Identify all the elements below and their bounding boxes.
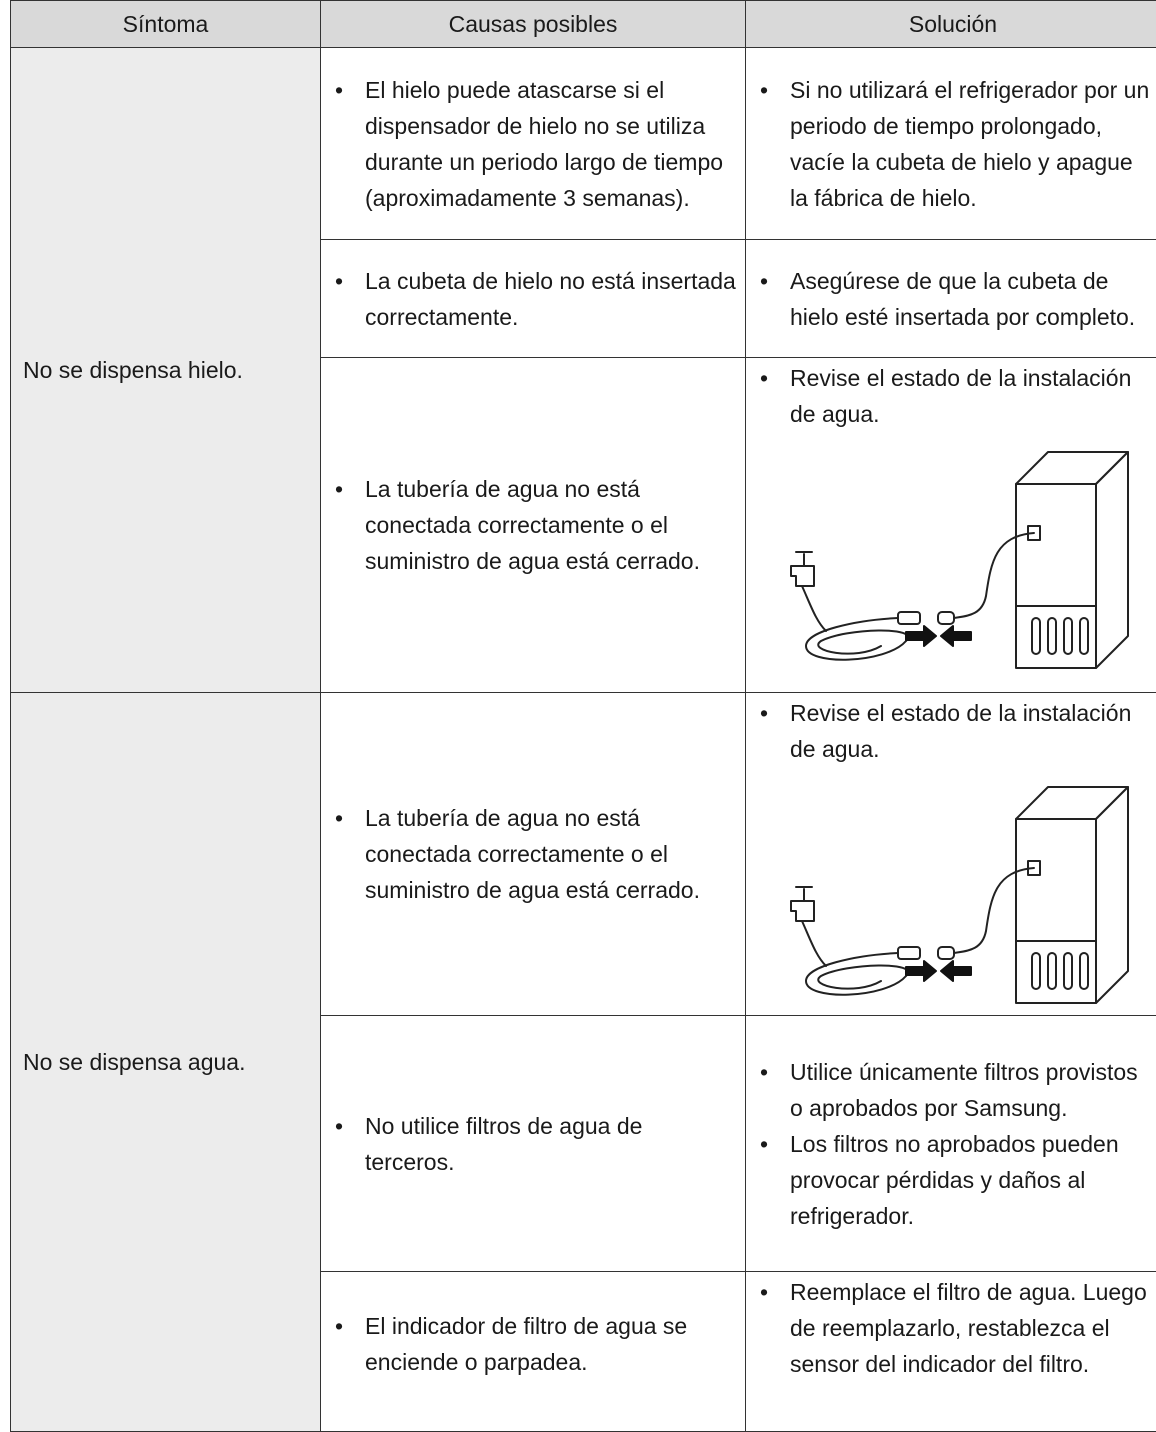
causes: El hielo puede atascarse si el dispensad… (321, 48, 746, 240)
symptom: No se dispensa hielo. (11, 48, 321, 693)
solutions: Utilice únicamente filtros provistos o a… (746, 1016, 1156, 1272)
troubleshooting-table: Síntoma Causas posibles Solución No se d… (10, 0, 1156, 1432)
cause: La tubería de agua no está conectada cor… (365, 800, 737, 908)
water-connection-illustration (766, 771, 1136, 1011)
cause: No utilice filtros de agua de terceros. (365, 1108, 737, 1180)
row: No se dispensa hielo. El hielo puede ata… (11, 48, 1156, 240)
solution: Reemplace el filtro de agua. Luego de re… (790, 1274, 1152, 1382)
causes: La cubeta de hielo no está insertada cor… (321, 240, 746, 358)
cause: La tubería de agua no está conectada cor… (365, 471, 737, 579)
cause: La cubeta de hielo no está insertada cor… (365, 263, 737, 335)
solutions: Asegúrese de que la cubeta de hielo esté… (746, 240, 1156, 358)
symptom: No se dispensa agua. (11, 693, 321, 1432)
row: No se dispensa agua. La tubería de agua … (11, 693, 1156, 1016)
header-cell: Causas posibles (321, 1, 746, 48)
cause: El hielo puede atascarse si el dispensad… (365, 72, 737, 216)
solution: Asegúrese de que la cubeta de hielo esté… (790, 263, 1152, 335)
solution: Revise el estado de la instalación de ag… (790, 695, 1152, 767)
solutions: Si no utilizará el refrigerador por un p… (746, 48, 1156, 240)
causes: El indicador de filtro de agua se encien… (321, 1272, 746, 1432)
solutions: Reemplace el filtro de agua. Luego de re… (746, 1272, 1156, 1432)
causes: No utilice filtros de agua de terceros. (321, 1016, 746, 1272)
solution: Los filtros no aprobados pueden provocar… (790, 1126, 1152, 1234)
causes: La tubería de agua no está conectada cor… (321, 693, 746, 1016)
causes: La tubería de agua no está conectada cor… (321, 358, 746, 693)
header-cell: Síntoma (11, 1, 321, 48)
solution: Si no utilizará el refrigerador por un p… (790, 72, 1152, 216)
solutions: Revise el estado de la instalación de ag… (746, 358, 1156, 693)
solution: Utilice únicamente filtros provistos o a… (790, 1054, 1152, 1126)
header-row: Síntoma Causas posibles Solución (11, 1, 1156, 48)
solution: Revise el estado de la instalación de ag… (790, 360, 1152, 432)
solutions: Revise el estado de la instalación de ag… (746, 693, 1156, 1016)
header-cell: Solución (746, 1, 1156, 48)
water-connection-illustration (766, 436, 1136, 676)
cause: El indicador de filtro de agua se encien… (365, 1308, 737, 1380)
